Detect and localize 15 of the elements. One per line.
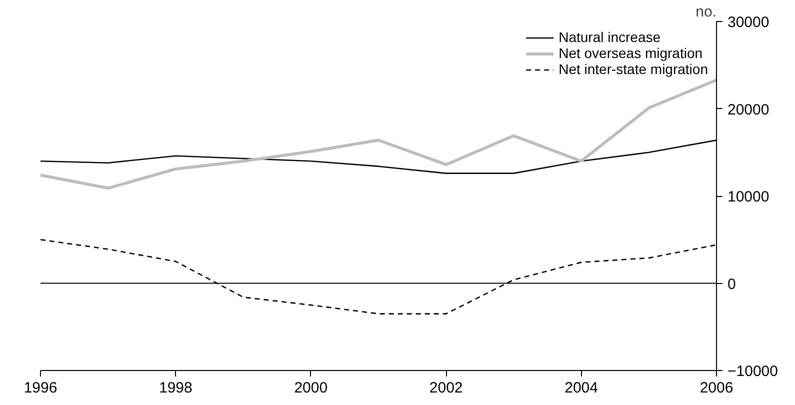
legend-label: Net inter-state migration (558, 61, 708, 77)
y-tick-label: 0 (728, 276, 736, 293)
y-tick-label: 10000 (728, 188, 770, 206)
y-tick-label: −10000 (728, 363, 778, 380)
y-tick-label: 30000 (728, 14, 770, 31)
y-tick-label: 20000 (728, 101, 770, 118)
y-axis-title: no. (696, 4, 717, 20)
x-tick-label: 1998 (159, 380, 192, 396)
legend-label: Net overseas migration (558, 45, 703, 61)
x-tick-label: 2004 (564, 380, 598, 396)
x-tick-label: 2006 (700, 380, 734, 396)
x-tick-label: 1996 (24, 380, 58, 396)
x-tick-label: 2000 (294, 380, 328, 396)
x-tick-label: 2002 (429, 380, 463, 396)
legend-label: Natural increase (558, 29, 661, 45)
